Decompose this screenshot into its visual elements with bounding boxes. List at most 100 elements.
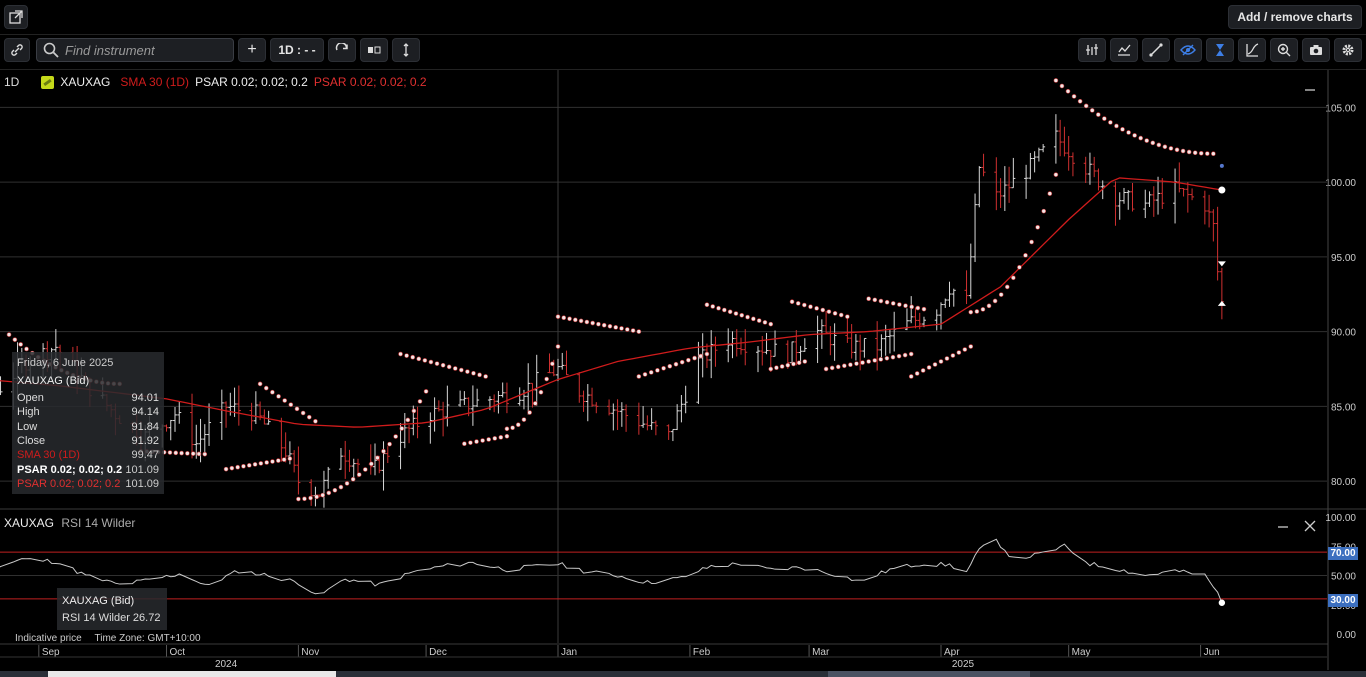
ohlc-bar bbox=[947, 281, 952, 307]
psar-dot bbox=[704, 351, 710, 357]
ohlc-bar bbox=[1130, 183, 1135, 212]
chart-area[interactable]: 80.00 85.00 90.00 95.00 100.00 105.00 0.0025.… bbox=[0, 70, 1366, 671]
ohlc-bar bbox=[1147, 191, 1152, 208]
refresh-icon[interactable] bbox=[328, 38, 356, 62]
psar-dot bbox=[845, 314, 850, 319]
ohlc-bar bbox=[832, 323, 837, 361]
psar-dot bbox=[173, 450, 179, 456]
legend-psar-red[interactable]: PSAR 0.02; 0.02; 0.2 bbox=[313, 75, 427, 89]
psar-dot bbox=[1138, 135, 1143, 141]
psar-dot bbox=[698, 353, 704, 359]
psar-dot bbox=[607, 323, 613, 329]
psar-dot bbox=[483, 374, 488, 379]
ohlc-bar bbox=[645, 415, 650, 431]
psar-dot bbox=[636, 374, 642, 379]
add-remove-charts-button[interactable]: Add / remove charts bbox=[1228, 5, 1362, 29]
ohlc-bar bbox=[798, 345, 803, 363]
ohlc-bar bbox=[407, 425, 412, 444]
ohlc-bar bbox=[266, 410, 271, 425]
ohlc-bar bbox=[560, 352, 565, 370]
psar-dot bbox=[878, 298, 884, 304]
ohlc-bar bbox=[675, 404, 680, 431]
ohlc-bar bbox=[283, 432, 288, 463]
scrollbar-thumb[interactable] bbox=[48, 671, 336, 677]
draw-line-icon[interactable] bbox=[1142, 38, 1170, 62]
legend-psar-white[interactable]: PSAR 0.02; 0.02; 0.2 bbox=[195, 75, 308, 89]
rsi-tip-row: RSI 14 Wilder 26.72 bbox=[62, 612, 161, 624]
psar-dot bbox=[902, 352, 908, 358]
ohlc-bar bbox=[577, 372, 582, 403]
legend-symbol[interactable]: XAUXAG bbox=[60, 75, 111, 89]
ohlc-bar bbox=[381, 441, 386, 491]
ohlc-bar bbox=[202, 424, 207, 454]
ohlc-bar bbox=[496, 390, 501, 414]
indicators-icon[interactable] bbox=[1110, 38, 1138, 62]
crosshair-icon[interactable] bbox=[1206, 38, 1234, 62]
rsi-close-icon[interactable] bbox=[1304, 520, 1316, 532]
ohlc-bar bbox=[683, 385, 688, 414]
ohlc-bar bbox=[373, 443, 378, 476]
ohlc-bar bbox=[368, 444, 373, 475]
ohlc-bar bbox=[173, 407, 177, 432]
ohlc-bar bbox=[309, 479, 314, 506]
psar-dot bbox=[1108, 120, 1113, 125]
ohlc-bar bbox=[858, 334, 863, 371]
curve-icon[interactable] bbox=[1238, 38, 1266, 62]
hide-icon[interactable] bbox=[1174, 38, 1202, 62]
psar-dot bbox=[826, 309, 832, 314]
psar-dot bbox=[527, 410, 532, 415]
chart-legend: 1D XAUXAG SMA 30 (1D) PSAR 0.02; 0.02; 0… bbox=[4, 75, 427, 89]
ohlc-bar bbox=[343, 440, 348, 479]
psar-dot bbox=[1180, 148, 1186, 154]
chart-type-icon[interactable] bbox=[360, 38, 388, 62]
scrollbar-range[interactable] bbox=[828, 671, 1030, 677]
ohlc-bar bbox=[249, 402, 254, 431]
interval-selector[interactable]: 1D : - - bbox=[270, 38, 324, 62]
month-label: Jan bbox=[561, 647, 577, 658]
psar-dot bbox=[909, 304, 914, 310]
search-input[interactable] bbox=[63, 42, 232, 59]
ohlc-bar bbox=[738, 337, 743, 355]
panel-separators bbox=[0, 70, 1366, 670]
legend-sma[interactable]: SMA 30 (1D) bbox=[120, 75, 190, 89]
indicative-price: Indicative price bbox=[15, 633, 82, 644]
ohlc-bar bbox=[1062, 126, 1067, 157]
rsi-title-symbol[interactable]: XAUXAG bbox=[4, 516, 55, 530]
psar-dot bbox=[872, 297, 878, 303]
psar-dot bbox=[884, 355, 890, 361]
psar-dot bbox=[1053, 78, 1059, 83]
camera-icon[interactable] bbox=[1302, 38, 1330, 62]
psar-dot bbox=[838, 312, 844, 318]
rsi-title-indicator[interactable]: RSI 14 Wilder bbox=[61, 516, 136, 530]
psar-dot bbox=[854, 361, 859, 366]
psar-dot bbox=[848, 362, 853, 368]
bottom-scrollbar[interactable] bbox=[0, 671, 1366, 677]
studies-icon[interactable] bbox=[1078, 38, 1106, 62]
instrument-search[interactable] bbox=[36, 38, 234, 62]
psar-dot bbox=[332, 487, 338, 493]
psar-dot bbox=[1004, 284, 1010, 290]
psar-dot bbox=[710, 304, 716, 309]
psar-dot bbox=[1144, 138, 1150, 143]
ohlc-bar bbox=[338, 447, 343, 470]
psar-dot bbox=[1017, 264, 1022, 270]
psar-dot bbox=[270, 389, 275, 395]
popout-icon[interactable] bbox=[4, 5, 28, 29]
tooltip-open: Open 94.01 bbox=[17, 391, 159, 404]
symbol-badge-icon[interactable] bbox=[41, 75, 55, 89]
psar-dot bbox=[619, 326, 624, 331]
zoom-icon[interactable] bbox=[1270, 38, 1298, 62]
add-button[interactable]: + bbox=[238, 38, 266, 62]
psar-dot bbox=[921, 306, 927, 312]
gear-icon[interactable] bbox=[1334, 38, 1362, 62]
ohlc-bar bbox=[279, 417, 284, 462]
psar-dot bbox=[795, 301, 801, 306]
link-icon[interactable] bbox=[4, 38, 30, 62]
ohlc-bar bbox=[802, 338, 807, 352]
ohlc-bar bbox=[790, 341, 795, 364]
psar-dot bbox=[1077, 98, 1083, 104]
rsi-gridlines bbox=[0, 551, 1327, 600]
more-options-icon[interactable] bbox=[392, 38, 420, 62]
psar-dot bbox=[264, 460, 269, 465]
psar-dot bbox=[756, 318, 762, 323]
